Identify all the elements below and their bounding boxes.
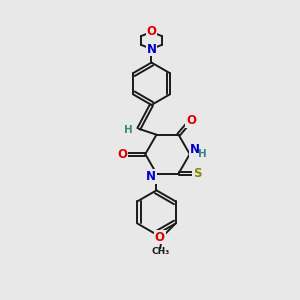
Text: N: N — [146, 170, 156, 183]
Text: O: O — [117, 148, 127, 160]
Text: H: H — [124, 125, 133, 135]
Text: CH₃: CH₃ — [151, 247, 169, 256]
Text: S: S — [193, 167, 201, 180]
Text: O: O — [186, 114, 196, 127]
Text: N: N — [146, 43, 157, 56]
Text: N: N — [190, 143, 200, 157]
Text: H: H — [198, 148, 207, 158]
Text: O: O — [155, 230, 165, 244]
Text: O: O — [146, 26, 157, 38]
